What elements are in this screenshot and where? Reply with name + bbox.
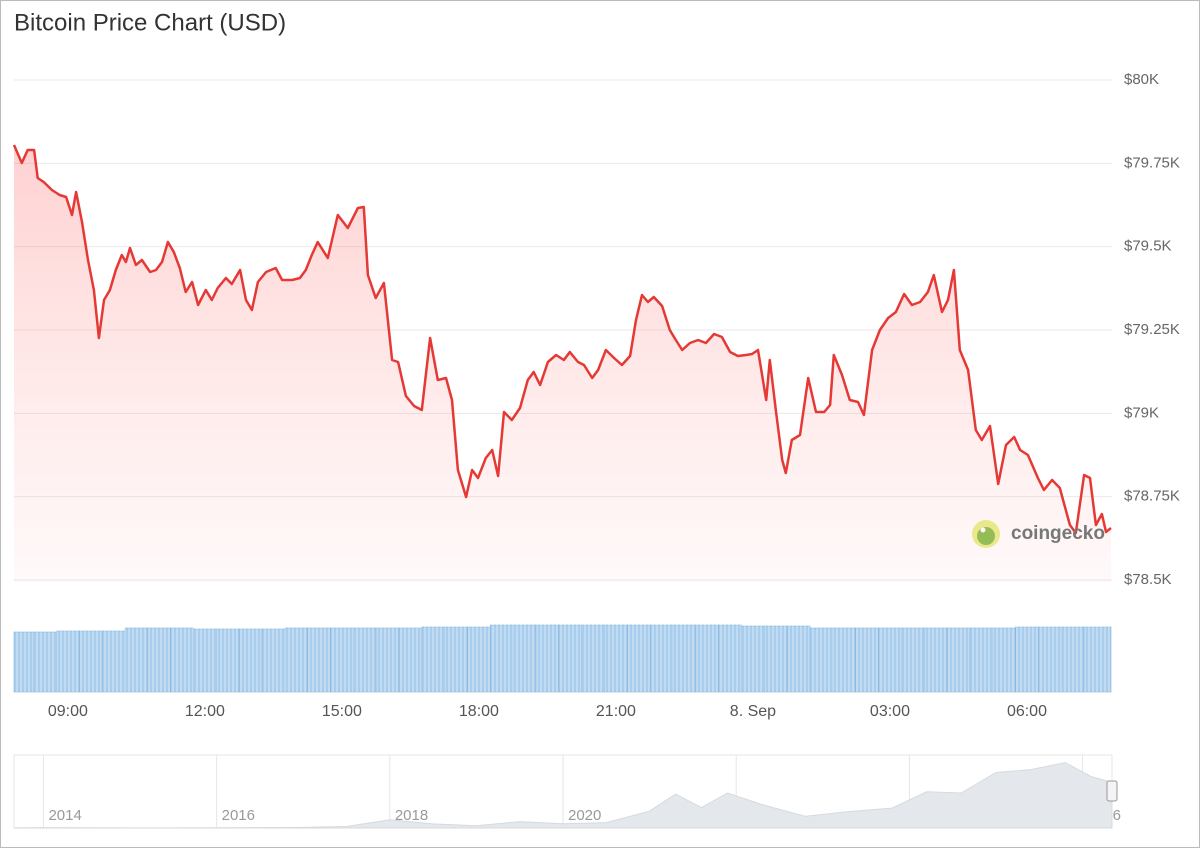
volume-bar	[1015, 626, 1039, 693]
volume-bar	[535, 624, 560, 693]
volume-bar	[56, 630, 80, 693]
price-area	[14, 145, 1111, 582]
x-tick-label: 8. Sep	[730, 703, 776, 720]
volume-bar	[216, 628, 240, 693]
volume-bar	[649, 624, 674, 693]
volume-bar	[923, 627, 948, 693]
volume-bar	[79, 630, 103, 693]
nav-area	[13, 762, 1113, 829]
y-tick-label: $79.5K	[1124, 238, 1172, 255]
price-line	[12, 144, 1112, 535]
volume-bar	[101, 630, 126, 693]
volume-bar	[855, 627, 879, 693]
volume-bar	[307, 627, 331, 693]
volume-bar	[444, 626, 468, 693]
x-tick-label: 12:00	[185, 703, 225, 720]
volume-bar	[832, 627, 857, 693]
x-tick-label: 03:00	[870, 703, 910, 720]
nav-tick-label: 2020	[568, 807, 601, 824]
volume-bar	[946, 627, 971, 693]
volume-bar	[604, 624, 628, 693]
volume-bar	[124, 627, 149, 693]
chart-title: Bitcoin Price Chart (USD)	[14, 9, 286, 36]
nav-tick-label: 2018	[395, 807, 428, 824]
volume-bar	[786, 625, 811, 693]
nav-tick-label: 2016	[222, 807, 255, 824]
volume-bar	[170, 627, 194, 693]
nav-handle[interactable]	[1106, 780, 1118, 802]
volume-bar	[627, 624, 651, 693]
volume-bar	[375, 627, 400, 693]
volume-bar	[238, 628, 263, 693]
volume-bar	[695, 624, 719, 693]
x-tick-label: 09:00	[48, 703, 88, 720]
x-tick-label: 15:00	[322, 703, 362, 720]
volume-bar	[147, 627, 171, 693]
y-tick-label: $78.75K	[1124, 488, 1180, 505]
volume-bar	[398, 627, 423, 693]
x-tick-label: 18:00	[459, 703, 499, 720]
volume-bar	[330, 627, 354, 693]
volume-bar	[992, 627, 1016, 693]
volume-bar	[764, 625, 788, 693]
volume-bar	[1038, 626, 1062, 693]
volume-bar	[490, 624, 514, 693]
volume-bar	[878, 627, 902, 693]
watermark: coingecko	[1011, 523, 1105, 544]
y-tick-label: $79K	[1124, 404, 1159, 421]
volume-bar	[809, 627, 834, 693]
y-tick-label: $79.25K	[1124, 321, 1180, 338]
nav-tick-label: 2014	[48, 807, 81, 824]
volume-bar	[284, 627, 308, 693]
volume-bar	[718, 624, 742, 693]
y-tick-label: $80K	[1124, 71, 1159, 88]
y-tick-label: $78.5K	[1124, 571, 1172, 588]
volume-bar	[672, 624, 697, 693]
y-tick-label: $79.75K	[1124, 154, 1180, 171]
volume-bar	[467, 626, 491, 693]
volume-bar	[1083, 626, 1112, 693]
x-tick-label: 06:00	[1007, 703, 1047, 720]
x-tick-label: 21:00	[596, 703, 636, 720]
volume-bar	[558, 624, 582, 693]
